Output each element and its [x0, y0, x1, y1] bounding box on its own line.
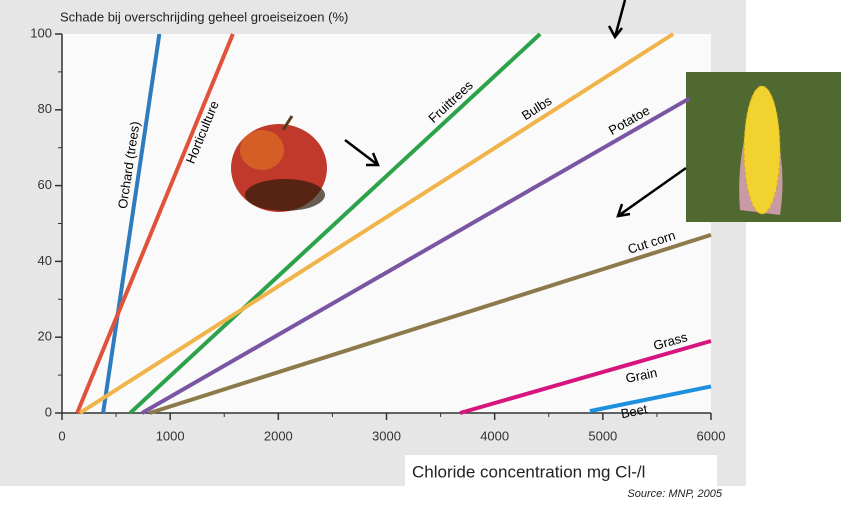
series-label: Beet	[619, 401, 649, 421]
series-line	[149, 232, 712, 415]
annotation: Grain	[624, 365, 658, 386]
x-tick-label: 3000	[372, 428, 401, 443]
plot-area	[62, 34, 711, 413]
series-line	[141, 96, 691, 415]
series-line	[78, 32, 675, 415]
x-tick-label: 6000	[697, 428, 726, 443]
series-line	[101, 33, 162, 414]
x-tick-label: 5000	[588, 428, 617, 443]
arrows	[344, 0, 687, 218]
x-tick-label: 2000	[264, 428, 293, 443]
y-tick-label: 60	[38, 177, 52, 192]
y-tick-label: 100	[30, 25, 52, 40]
x-tick-label: 4000	[480, 428, 509, 443]
x-tick-label: 0	[58, 428, 65, 443]
apple-image	[231, 115, 327, 212]
corn-image	[686, 72, 841, 222]
source: Source: MNP, 2005	[627, 488, 722, 500]
x-tick-label: 1000	[156, 428, 185, 443]
x-axis-label: Chloride concentration mg Cl-/l	[412, 462, 645, 481]
x-label-box	[405, 455, 717, 489]
y-tick-label: 20	[38, 329, 52, 344]
series-line	[589, 384, 712, 414]
y-tick-label: 80	[38, 101, 52, 116]
y-tick-label: 40	[38, 253, 52, 268]
chart-title: Schade bij overschrijding geheel groeise…	[60, 9, 348, 24]
series-line	[75, 33, 235, 414]
series-line	[459, 339, 712, 415]
series-line	[128, 32, 542, 415]
y-tick-label: 0	[45, 404, 52, 419]
